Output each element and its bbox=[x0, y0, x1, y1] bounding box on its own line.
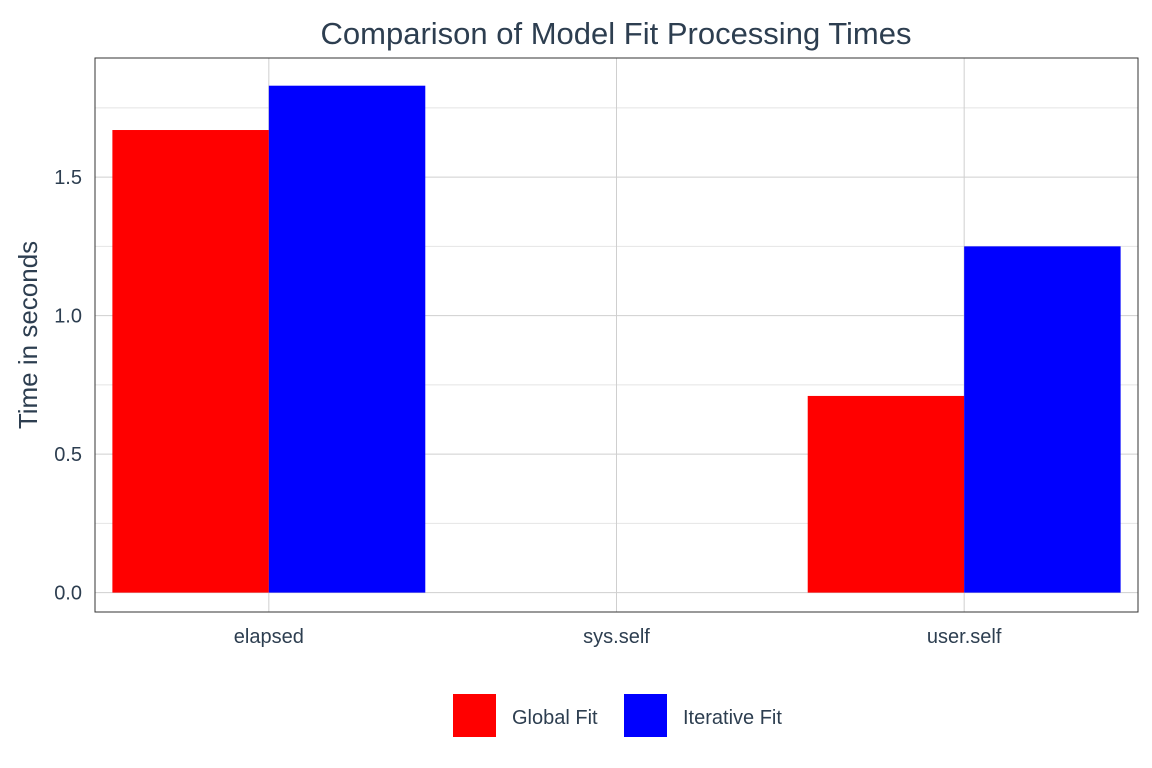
x-tick-label: user.self bbox=[927, 626, 1002, 648]
bars bbox=[112, 85, 1121, 593]
x-tick-labels: elapsed sys.self user.self bbox=[234, 626, 1002, 648]
bar-elapsed-iterative-fit bbox=[268, 85, 426, 593]
chart-title: Comparison of Model Fit Processing Times bbox=[321, 16, 912, 51]
y-tick-label: 0.0 bbox=[54, 583, 82, 605]
legend-key-iterative-fit bbox=[624, 694, 667, 737]
y-axis-label: Time in seconds bbox=[13, 241, 43, 429]
legend-label: Iterative Fit bbox=[683, 707, 782, 729]
x-tick-label: sys.self bbox=[583, 626, 650, 648]
y-tick-label: 1.0 bbox=[54, 306, 82, 328]
plot-panel bbox=[94, 57, 1139, 613]
x-tick-label: elapsed bbox=[234, 626, 304, 648]
legend-label: Global Fit bbox=[512, 707, 598, 729]
bar-user-self-global-fit bbox=[807, 395, 965, 593]
bar-elapsed-global-fit bbox=[112, 130, 269, 593]
y-tick-label: 1.5 bbox=[54, 167, 82, 189]
legend-key-global-fit bbox=[453, 694, 496, 737]
y-tick-labels: 0.0 0.5 1.0 1.5 bbox=[54, 167, 82, 605]
bar-user-self-iterative-fit bbox=[964, 246, 1121, 593]
y-tick-label: 0.5 bbox=[54, 444, 82, 466]
legend: Global Fit Iterative Fit bbox=[453, 694, 782, 737]
